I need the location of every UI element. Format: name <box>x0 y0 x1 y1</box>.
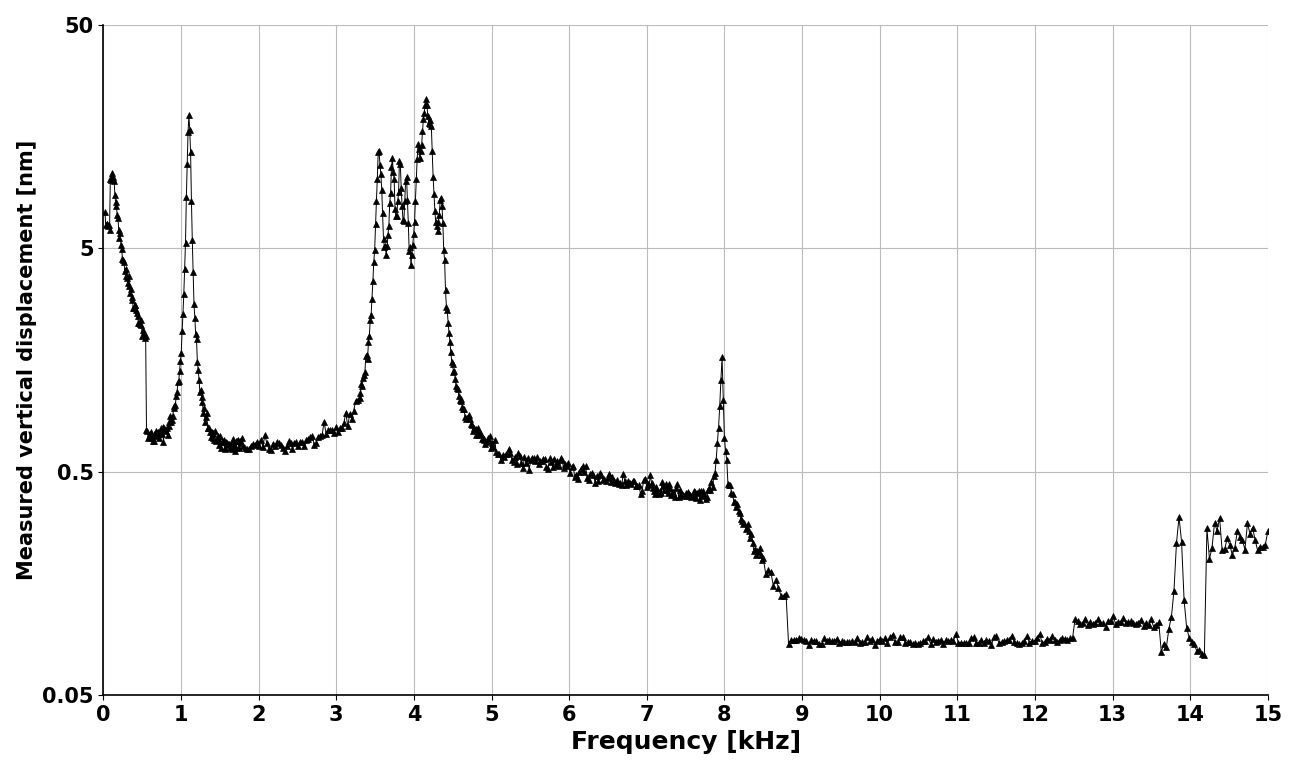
X-axis label: Frequency [kHz]: Frequency [kHz] <box>570 730 800 754</box>
Y-axis label: Measured vertical displacement [nm]: Measured vertical displacement [nm] <box>17 140 36 580</box>
